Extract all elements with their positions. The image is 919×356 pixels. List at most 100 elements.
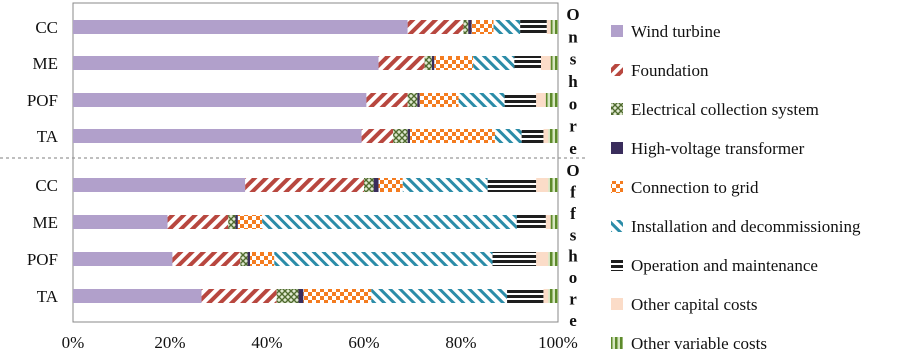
bar-offshore-me-operation-and-maintenance — [516, 215, 546, 229]
legend-label-wind-turbine: Wind turbine — [631, 22, 721, 41]
bar-offshore-ta-high-voltage-transformer — [298, 289, 304, 303]
bar-offshore-ta-electrical-collection-system — [276, 289, 299, 303]
x-tick-label: 0% — [62, 333, 85, 352]
bar-offshore-cc-other-variable-costs — [548, 178, 558, 192]
legend: Wind turbine Foundation Electrical collect… — [611, 22, 861, 353]
bar-onshore-ta-electrical-collection-system — [393, 129, 408, 143]
bar-onshore-pof-foundation — [366, 93, 408, 107]
legend-swatch-electrical-collection-system — [611, 103, 623, 115]
legend-swatch-foundation — [611, 64, 623, 76]
category-label-offshore-pof: POF — [27, 250, 58, 269]
bar-onshore-ta-connection-to-grid — [410, 129, 495, 143]
category-label-onshore-pof: POF — [27, 91, 58, 110]
legend-swatch-other-variable-costs — [611, 337, 623, 349]
bar-onshore-pof-high-voltage-transformer — [417, 93, 420, 107]
bar-onshore-pof-wind-turbine — [73, 93, 367, 107]
legend-label-high-voltage-transformer: High-voltage transformer — [631, 139, 805, 158]
bar-offshore-cc-foundation — [245, 178, 364, 192]
legend-label-operation-and-maintenance: Operation and maintenance — [631, 256, 818, 275]
bar-offshore-pof-installation-and-decommissioning — [274, 252, 493, 266]
bar-onshore-ta-installation-and-decommissioning — [494, 129, 522, 143]
category-label-offshore-ta: TA — [37, 287, 59, 306]
bar-offshore-ta-installation-and-decommissioning — [371, 289, 508, 303]
bar-offshore-ta-connection-to-grid — [303, 289, 372, 303]
x-tick-label: 80% — [445, 333, 476, 352]
x-tick-label: 20% — [154, 333, 185, 352]
bar-onshore-cc-other-capital-costs — [546, 20, 551, 34]
legend-swatch-operation-and-maintenance — [611, 259, 623, 271]
legend-label-other-capital-costs: Other capital costs — [631, 295, 758, 314]
bar-offshore-pof-foundation — [172, 252, 241, 266]
legend-label-other-variable-costs: Other variable costs — [631, 334, 767, 353]
legend-swatch-installation-and-decommissioning — [611, 220, 623, 232]
bar-onshore-pof-electrical-collection-system — [407, 93, 418, 107]
legend-swatch-high-voltage-transformer — [611, 142, 623, 154]
bar-onshore-cc-high-voltage-transformer — [468, 20, 472, 34]
bar-offshore-me-other-capital-costs — [545, 215, 551, 229]
category-label-offshore-cc: CC — [35, 176, 58, 195]
bar-offshore-cc-high-voltage-transformer — [373, 178, 379, 192]
bar-onshore-cc-installation-and-decommissioning — [493, 20, 521, 34]
bar-offshore-ta-wind-turbine — [73, 289, 202, 303]
bar-offshore-pof-electrical-collection-system — [240, 252, 248, 266]
bar-onshore-me-installation-and-decommissioning — [473, 56, 515, 70]
bar-offshore-pof-high-voltage-transformer — [247, 252, 251, 266]
legend-label-connection-to-grid: Connection to grid — [631, 178, 759, 197]
bar-onshore-pof-operation-and-maintenance — [504, 93, 537, 107]
bars-layer — [73, 20, 559, 303]
bar-onshore-ta-other-capital-costs — [543, 129, 549, 143]
category-label-onshore-me: ME — [33, 54, 59, 73]
bar-offshore-ta-other-variable-costs — [548, 289, 558, 303]
bar-onshore-cc-electrical-collection-system — [463, 20, 469, 34]
bar-offshore-pof-connection-to-grid — [250, 252, 275, 266]
bar-onshore-me-operation-and-maintenance — [514, 56, 542, 70]
plot-frame — [72, 2, 559, 323]
bar-offshore-ta-other-capital-costs — [543, 289, 549, 303]
bar-offshore-cc-electrical-collection-system — [364, 178, 374, 192]
bar-offshore-cc-other-capital-costs — [536, 178, 549, 192]
bar-onshore-cc-foundation — [407, 20, 464, 34]
legend-label-foundation: Foundation — [631, 61, 709, 80]
bar-onshore-me-other-capital-costs — [541, 56, 551, 70]
x-tick-label: 40% — [251, 333, 282, 352]
bar-onshore-me-wind-turbine — [73, 56, 379, 70]
bar-offshore-me-high-voltage-transformer — [235, 215, 238, 229]
bar-onshore-ta-other-variable-costs — [548, 129, 558, 143]
bar-onshore-me-foundation — [378, 56, 425, 70]
bar-onshore-ta-operation-and-maintenance — [521, 129, 544, 143]
bar-offshore-pof-other-variable-costs — [548, 252, 558, 266]
bar-onshore-me-high-voltage-transformer — [431, 56, 435, 70]
bar-offshore-me-installation-and-decommissioning — [262, 215, 517, 229]
bar-offshore-me-wind-turbine — [73, 215, 168, 229]
bar-onshore-cc-other-variable-costs — [550, 20, 558, 34]
x-axis-ticks: 0% 20% 40% 60% 80% 100% — [62, 333, 578, 352]
bar-offshore-cc-operation-and-maintenance — [487, 178, 537, 192]
x-tick-label: 60% — [348, 333, 379, 352]
bar-onshore-ta-foundation — [361, 129, 394, 143]
category-label-offshore-me: ME — [33, 213, 59, 232]
bar-offshore-me-foundation — [167, 215, 229, 229]
legend-swatch-other-capital-costs — [611, 298, 623, 310]
bar-offshore-cc-installation-and-decommissioning — [402, 178, 488, 192]
category-labels: CC ME POF TA CC ME POF TA — [27, 18, 59, 306]
legend-swatch-connection-to-grid — [611, 181, 623, 193]
bar-offshore-me-connection-to-grid — [237, 215, 263, 229]
bar-offshore-cc-wind-turbine — [73, 178, 246, 192]
bar-offshore-ta-foundation — [201, 289, 277, 303]
bar-offshore-cc-connection-to-grid — [378, 178, 403, 192]
bar-offshore-me-other-variable-costs — [550, 215, 558, 229]
bar-onshore-cc-connection-to-grid — [471, 20, 494, 34]
bar-onshore-me-electrical-collection-system — [424, 56, 432, 70]
bar-onshore-cc-wind-turbine — [73, 20, 408, 34]
category-label-onshore-cc: CC — [35, 18, 58, 37]
bar-onshore-me-other-variable-costs — [550, 56, 558, 70]
bar-onshore-ta-wind-turbine — [73, 129, 362, 143]
category-label-onshore-ta: TA — [37, 127, 59, 146]
bar-offshore-pof-operation-and-maintenance — [492, 252, 537, 266]
bar-onshore-ta-high-voltage-transformer — [407, 129, 411, 143]
bar-onshore-me-connection-to-grid — [434, 56, 474, 70]
